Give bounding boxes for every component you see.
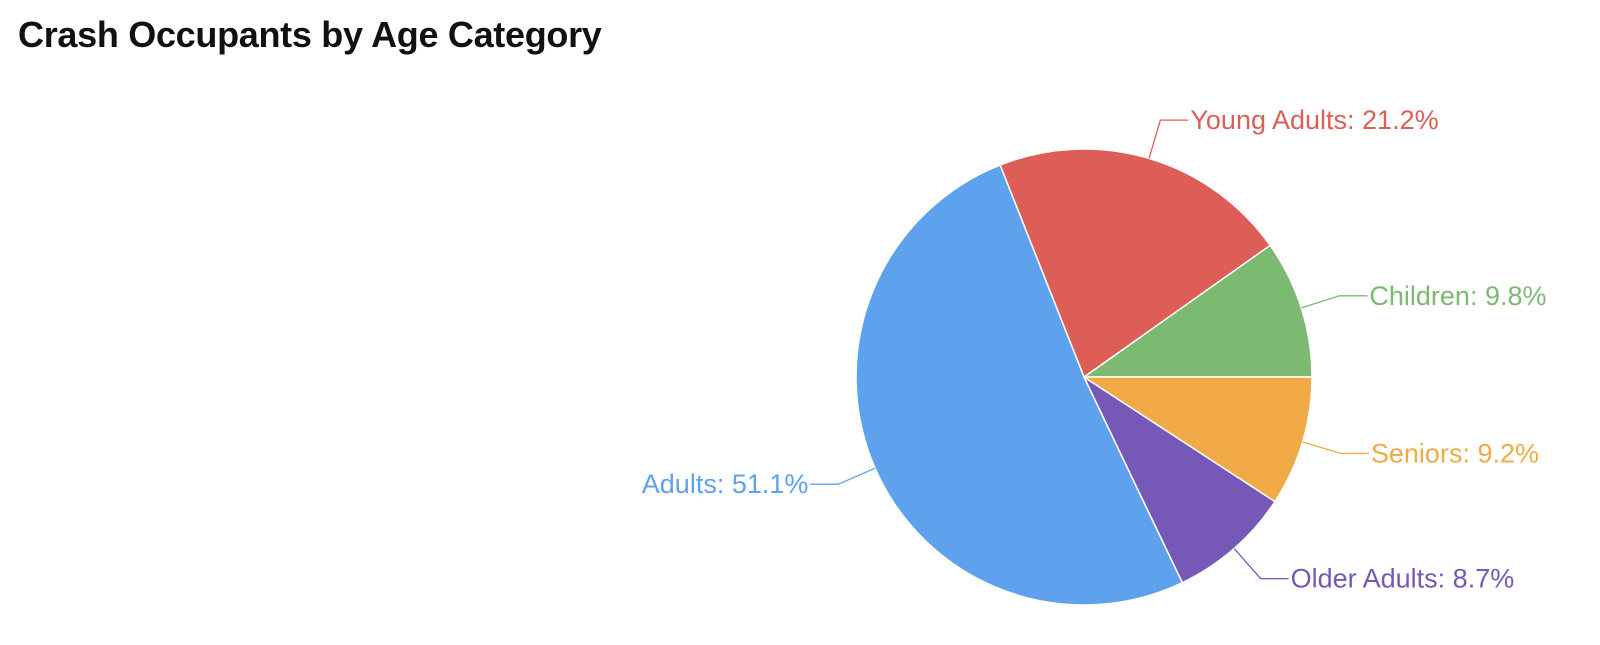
leader-line-seniors (1302, 441, 1369, 455)
pie-slice-children[interactable] (1083, 244, 1313, 378)
pie-slice-adults[interactable] (855, 164, 1184, 606)
leader-line-older-adults (1233, 548, 1289, 580)
pie-slice-seniors[interactable] (1083, 376, 1313, 503)
leader-line-adults (810, 467, 876, 485)
slice-label-children: Children: 9.8% (1369, 281, 1546, 311)
slice-label-adults: Adults: 51.1% (642, 469, 809, 499)
leader-line-young-adults (1148, 119, 1189, 159)
slice-label-young-adults: Young Adults: 21.2% (1190, 105, 1438, 135)
leader-line-children (1301, 295, 1368, 309)
pie-labels: Children: 9.8% Young Adults: 21.2% Adults:… (642, 105, 1547, 593)
slice-label-older-adults: Older Adults: 8.7% (1291, 564, 1515, 594)
pie-slices (855, 148, 1313, 606)
pie-slice-young-adults[interactable] (999, 148, 1271, 378)
chart-title: Crash Occupants by Age Category (18, 14, 602, 55)
slice-label-seniors: Seniors: 9.2% (1371, 438, 1539, 468)
